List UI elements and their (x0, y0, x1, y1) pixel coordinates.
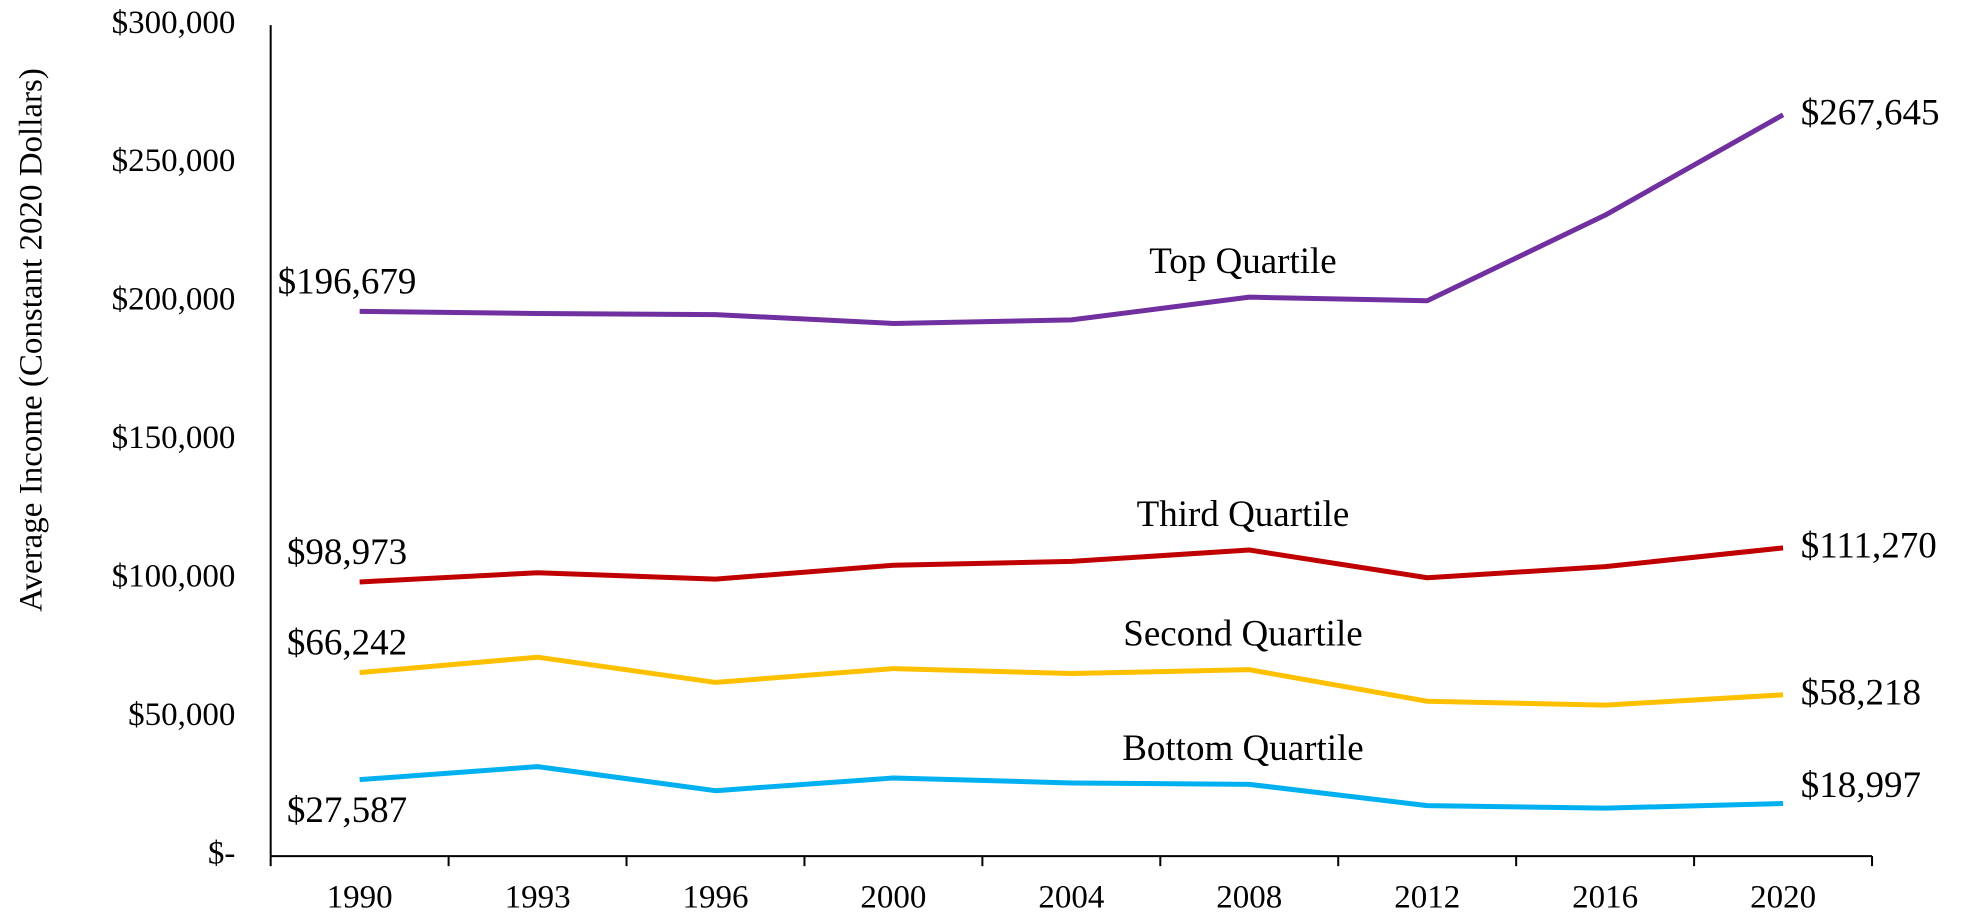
y-tick-label: $- (208, 836, 236, 872)
y-tick-label: $200,000 (112, 282, 236, 318)
line (359, 112, 1785, 326)
series-label: Second Quartile (1123, 613, 1362, 654)
value-label: $66,242 (287, 623, 407, 664)
series-label: Top Quartile (1149, 241, 1337, 282)
value-label: $196,679 (278, 261, 417, 302)
x-tick-label: 2008 (1216, 880, 1282, 916)
value-label: $58,218 (1801, 673, 1921, 714)
x-tick-label: 2004 (1038, 880, 1104, 916)
y-tick-label: $300,000 (112, 5, 236, 41)
x-tick-label: 2020 (1750, 880, 1816, 916)
x-tick-label: 1990 (327, 880, 393, 916)
y-tick-label: $50,000 (128, 697, 235, 733)
x-tick-label: 2000 (860, 880, 926, 916)
value-label: $98,973 (287, 532, 407, 573)
value-label: $18,997 (1801, 765, 1921, 806)
y-tick-label: $250,000 (112, 143, 236, 179)
x-tick-label: 2012 (1394, 880, 1460, 916)
y-tick-label: $100,000 (112, 559, 236, 595)
line (359, 654, 1784, 708)
value-label: $267,645 (1801, 93, 1940, 134)
x-tick-label: 2016 (1572, 880, 1638, 916)
line (359, 764, 1784, 811)
series-label: Bottom Quartile (1122, 728, 1364, 769)
x-tick-label: 1993 (505, 880, 571, 916)
y-axis-label: Average Income (Constant 2020 Dollars) (14, 68, 50, 612)
y-tick-label: $150,000 (112, 420, 236, 456)
x-tick-label: 1996 (682, 880, 748, 916)
series-label: Third Quartile (1137, 494, 1350, 535)
value-label: $27,587 (287, 790, 407, 831)
value-label: $111,270 (1801, 526, 1937, 567)
line (359, 545, 1784, 585)
